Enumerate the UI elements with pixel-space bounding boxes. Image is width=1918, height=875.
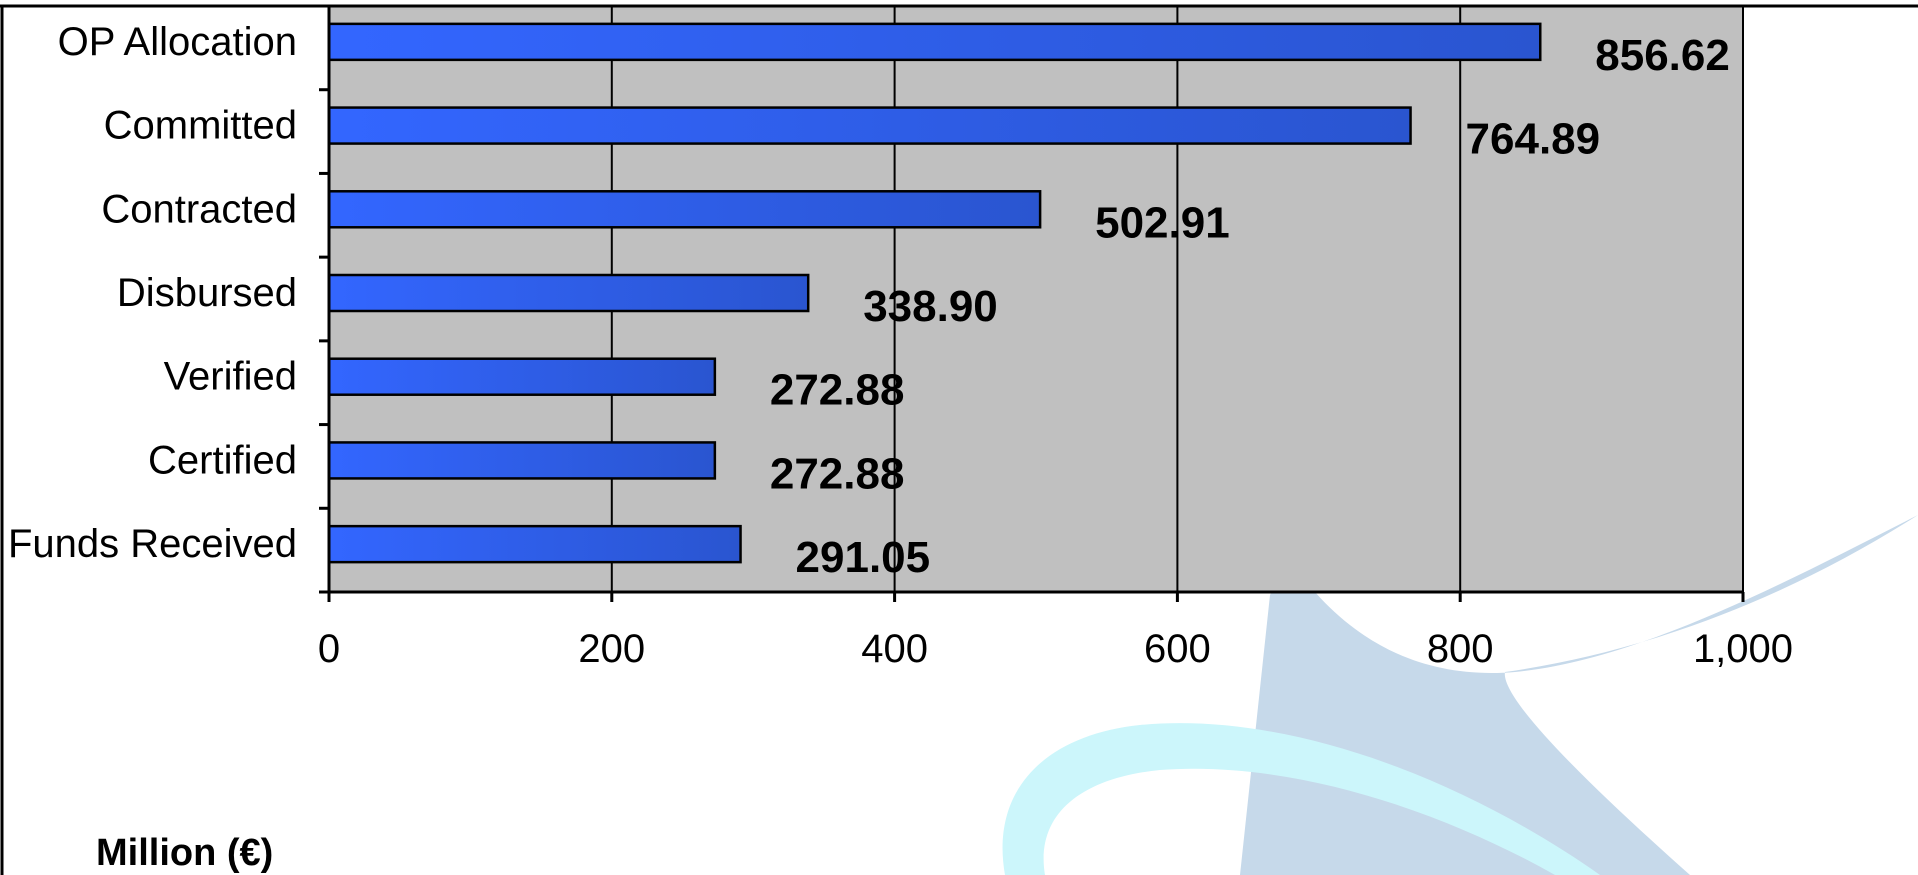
bar — [327, 106, 1412, 145]
category-label: Contracted — [101, 187, 297, 231]
category-label: Committed — [104, 104, 297, 148]
category-label: Disbursed — [117, 271, 297, 315]
bar — [327, 273, 810, 313]
category-label: Verified — [164, 355, 297, 399]
bar — [327, 22, 1542, 62]
data-label: 502.91 — [1095, 198, 1230, 247]
axes — [319, 4, 1745, 602]
unit-label: Million (€) — [96, 832, 273, 874]
bar — [327, 190, 1042, 229]
category-label: OP Allocation — [58, 20, 297, 64]
x-tick-label: 400 — [861, 627, 928, 671]
x-tick-labels: 0 200 400 600 800 1,000 — [318, 627, 1793, 671]
x-tick-label: 200 — [578, 627, 645, 671]
bars — [327, 22, 1542, 564]
data-label: 764.89 — [1466, 115, 1601, 164]
x-tick-label: 1,000 — [1693, 627, 1793, 671]
x-tick-label: 600 — [1144, 627, 1211, 671]
category-labels: OP Allocation Committed Contracted Disburse… — [8, 20, 297, 566]
data-label: 291.05 — [796, 533, 931, 582]
data-labels: 856.62 764.89 502.91 338.90 272.88 272.88 291.… — [770, 31, 1730, 582]
data-label: 338.90 — [863, 282, 998, 331]
category-label: Funds Received — [8, 522, 297, 566]
data-label: 856.62 — [1595, 31, 1730, 80]
watermark-logo — [1002, 515, 1918, 875]
bar — [327, 441, 717, 480]
data-label: 272.88 — [770, 449, 905, 498]
bar — [327, 357, 717, 396]
watermark-arc — [1002, 723, 1600, 875]
bar — [327, 524, 742, 564]
category-label: Certified — [148, 438, 297, 482]
x-tick-label: 0 — [318, 627, 340, 671]
x-tick-label: 800 — [1427, 627, 1494, 671]
data-label: 272.88 — [770, 366, 905, 415]
